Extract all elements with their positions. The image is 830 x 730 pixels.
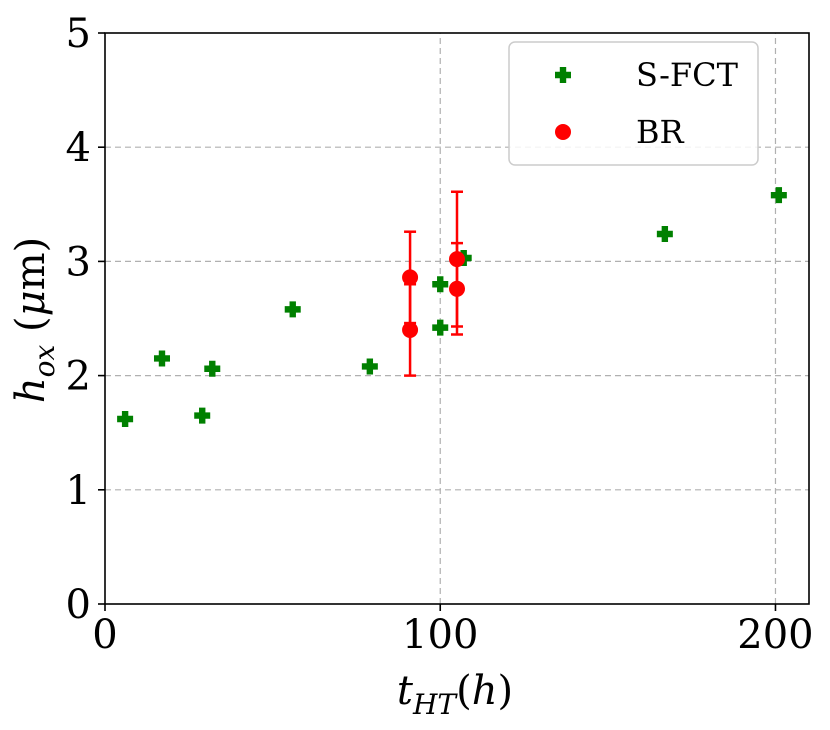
data-point	[656, 225, 673, 242]
y-tick-label: 4	[66, 125, 91, 171]
data-point	[432, 276, 449, 293]
legend-label-br: BR	[636, 113, 685, 151]
y-tick-label: 2	[66, 354, 91, 400]
y-tick-label: 5	[66, 11, 91, 57]
legend-box	[508, 41, 759, 166]
data-point	[449, 251, 465, 268]
data-point	[153, 350, 170, 367]
data-point	[432, 319, 449, 336]
legend-marker-br	[555, 124, 571, 140]
y-tick-label: 0	[66, 582, 91, 628]
x-tick-label: 100	[402, 612, 478, 658]
series-s-fct	[117, 187, 787, 427]
x-axis-label: tHT(h)	[397, 668, 513, 721]
legend: S-FCT BR	[508, 41, 759, 166]
axis-ticks: 0 100 200 0 1 2 3 4 5	[66, 11, 814, 658]
data-point	[204, 360, 221, 377]
data-point	[117, 410, 134, 427]
data-point	[402, 321, 419, 338]
data-point	[194, 407, 211, 424]
y-axis-label: hox (μm)	[8, 237, 61, 403]
data-point	[770, 187, 787, 204]
data-point	[284, 301, 301, 318]
x-tick-label: 0	[92, 612, 117, 658]
data-points	[117, 187, 787, 427]
series-br	[402, 190, 465, 377]
data-point	[361, 358, 378, 375]
legend-label-s-fct: S-FCT	[636, 56, 739, 94]
y-tick-label: 3	[66, 239, 91, 285]
x-tick-label: 200	[737, 612, 813, 658]
data-point	[402, 269, 419, 286]
legend-marker-s-fct	[555, 67, 571, 83]
y-tick-label: 1	[66, 468, 91, 514]
plot-frame	[104, 32, 810, 605]
